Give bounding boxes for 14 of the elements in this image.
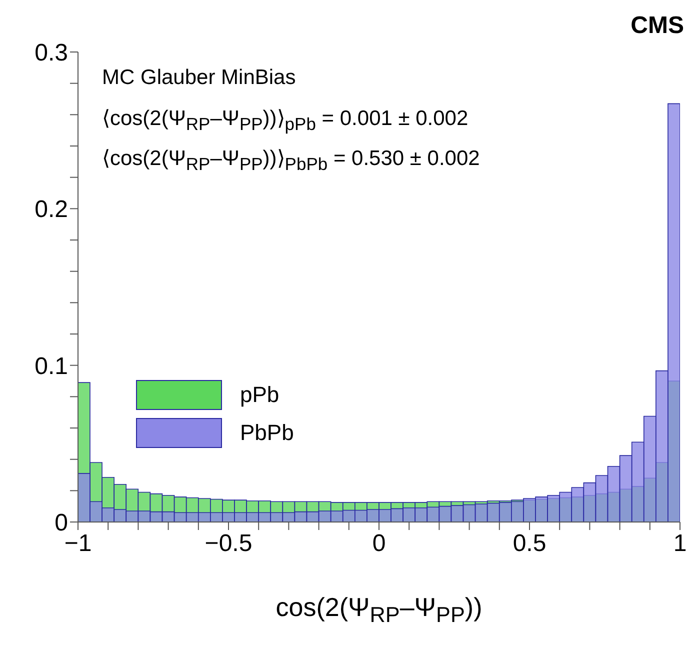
y-tick-label: 0.2 bbox=[34, 196, 68, 224]
x-tick-label: −0.5 bbox=[204, 530, 252, 558]
legend-label: pPb bbox=[240, 382, 280, 408]
y-tick-label: 0.1 bbox=[34, 352, 68, 380]
x-axis-title: cos(2(Ψ$_{RP}$–Ψ$_{PP}$)) bbox=[274, 592, 484, 628]
legend-label: PbPb bbox=[240, 420, 294, 446]
y-tick-label: 0.3 bbox=[34, 40, 68, 67]
x-tick-label: 0.5 bbox=[512, 530, 546, 558]
annotation: ⟨cos(2(Ψ$_{RP}$–Ψ$_{PP}$))⟩$_{PbPb}$ = 0.530 ± 0.002 bbox=[102, 146, 480, 176]
x-tick-label: 0 bbox=[372, 530, 386, 558]
annotation: ⟨cos(2(Ψ$_{RP}$–Ψ$_{PP}$))⟩$_{pPb}$ = 0.001 ± 0.002 bbox=[102, 106, 468, 136]
chart-title: CMS bbox=[630, 12, 684, 40]
annotation: MC Glauber MinBias bbox=[102, 66, 296, 90]
x-tick-label: 1 bbox=[673, 530, 687, 558]
